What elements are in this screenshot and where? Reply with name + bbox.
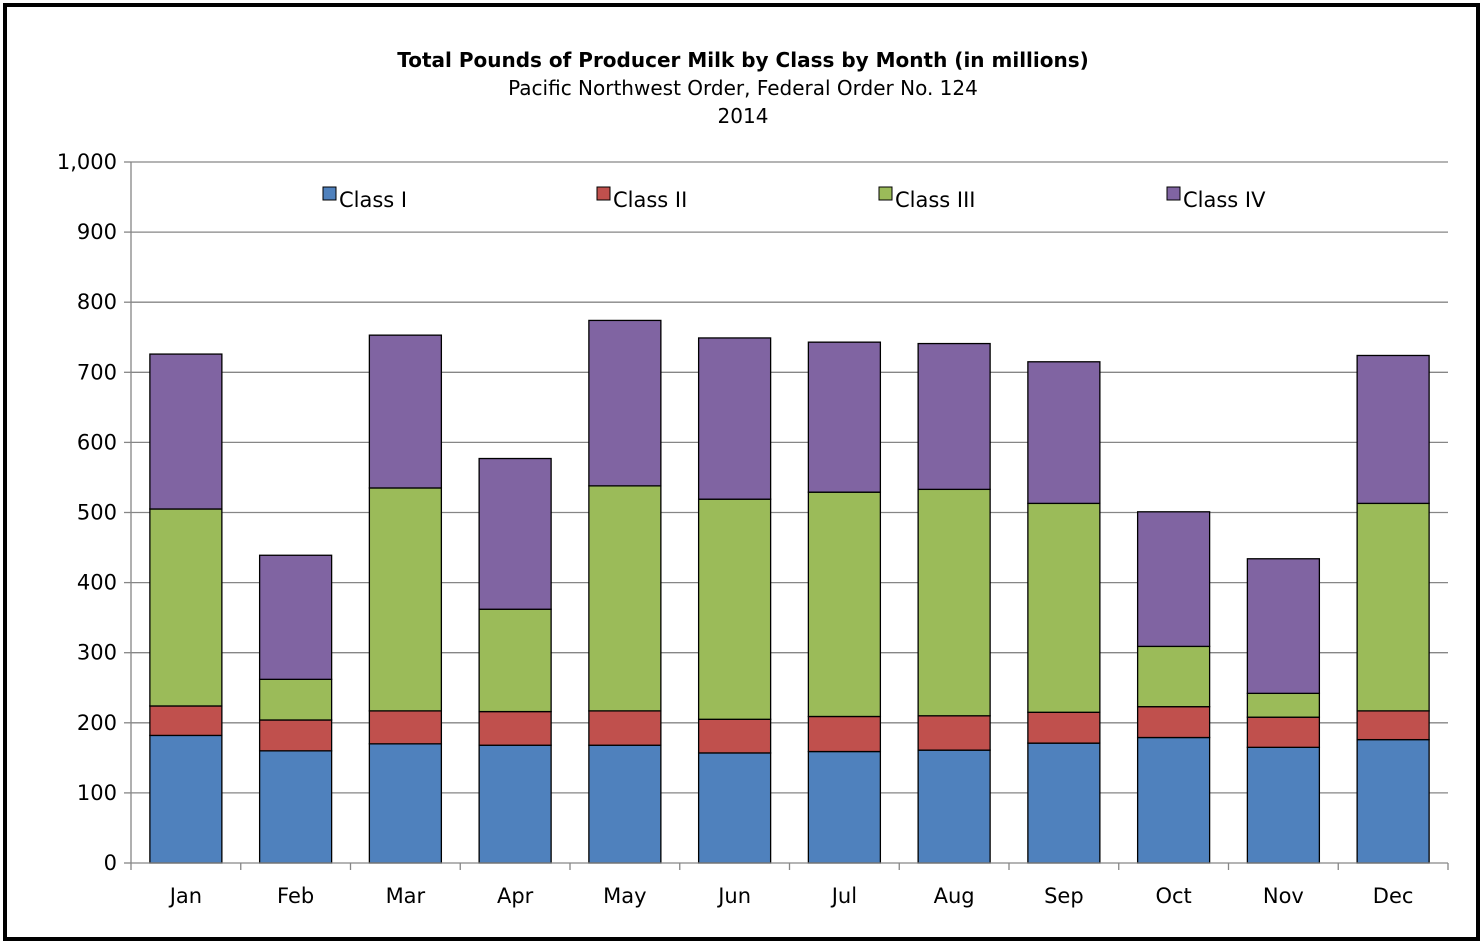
bar-segment	[1246, 716, 1321, 748]
chart-subtitle: Pacific Northwest Order, Federal Order N…	[508, 76, 978, 100]
bar-segment	[807, 491, 882, 718]
y-tick-label: 400	[77, 571, 117, 595]
bar-segment	[368, 334, 443, 489]
bar-segment	[149, 705, 223, 737]
bar-segment	[1027, 711, 1101, 744]
bar-segment	[1027, 502, 1101, 713]
legend-swatch	[322, 186, 337, 201]
bar-segment	[1136, 511, 1211, 648]
bar-segment	[807, 341, 882, 493]
x-tick-label: Sep	[1044, 884, 1084, 908]
bar-segment	[1246, 692, 1321, 718]
y-tick-label: 800	[77, 290, 117, 314]
legend-label: Class II	[613, 188, 687, 212]
bar-segment	[478, 710, 552, 746]
x-tick-label: Feb	[277, 884, 314, 908]
bar-segment	[697, 718, 772, 754]
legend-label: Class IV	[1183, 188, 1266, 212]
bar-segment	[807, 715, 882, 753]
bar-segment	[258, 750, 333, 864]
bar-segment	[1246, 746, 1321, 864]
y-tick-label: 200	[77, 711, 117, 735]
y-tick-label: 100	[77, 781, 117, 805]
x-tick-label: Jun	[716, 884, 751, 908]
chart-title: Total Pounds of Producer Milk by Class b…	[397, 48, 1089, 72]
bar-segment	[478, 744, 552, 864]
bar-segment	[697, 498, 772, 720]
bars-layer	[149, 319, 1430, 864]
bar-segment	[368, 487, 443, 712]
bar-segment	[1356, 502, 1430, 712]
legend-label: Class III	[895, 188, 976, 212]
bar-segment	[1136, 706, 1211, 739]
y-tick-label: 700	[77, 360, 117, 384]
bar-segment	[258, 678, 333, 721]
x-tick-label: Jan	[168, 884, 202, 908]
bar-segment	[1356, 710, 1430, 741]
bar-segment	[1027, 361, 1101, 505]
x-tick-label: Aug	[934, 884, 975, 908]
y-tick-label: 900	[77, 220, 117, 244]
bar-segment	[588, 710, 662, 746]
bar-segment	[697, 752, 772, 864]
bar-segment	[258, 554, 333, 680]
bar-segment	[1356, 354, 1430, 505]
bar-segment	[917, 715, 991, 751]
bar-segment	[478, 457, 552, 610]
bar-segment	[368, 710, 443, 745]
bar-segment	[478, 608, 552, 713]
bar-segment	[588, 319, 662, 487]
bar-segment	[917, 488, 991, 717]
legend-swatch	[878, 186, 893, 201]
bar-segment	[588, 744, 662, 864]
x-tick-label: Oct	[1155, 884, 1191, 908]
legend: Class I Class II Class III Class IV	[322, 186, 1266, 212]
bar-segment	[917, 342, 991, 491]
legend-swatch	[1166, 186, 1181, 201]
y-tick-label: 600	[77, 430, 117, 454]
bar-segment	[149, 734, 223, 864]
chart-svg: Total Pounds of Producer Milk by Class b…	[57, 48, 1449, 908]
chart-frame: Total Pounds of Producer Milk by Class b…	[3, 3, 1480, 941]
y-tick-label: 1,000	[57, 150, 117, 174]
bar-segment	[1246, 558, 1321, 695]
bar-segment	[258, 719, 333, 752]
chart-subtitle-year: 2014	[718, 104, 769, 128]
x-tick-label: Jul	[830, 884, 857, 908]
legend-label: Class I	[339, 188, 407, 212]
bar-segment	[149, 353, 223, 510]
bar-segment	[1136, 736, 1211, 864]
legend-swatch	[596, 186, 611, 201]
x-tick-label: Dec	[1373, 884, 1414, 908]
axes-layer: 0 100 200 300 400 500 600 700 800 900 1,000 Jan Feb M…	[57, 150, 1449, 908]
bar-segment	[917, 749, 991, 864]
y-tick-label: 0	[104, 851, 117, 875]
x-tick-label: Apr	[497, 884, 534, 908]
grid-layer	[131, 161, 1448, 794]
bar-segment	[807, 750, 882, 864]
bar-segment	[1136, 645, 1211, 708]
y-tick-label: 300	[77, 641, 117, 665]
y-tick-label: 500	[77, 501, 117, 525]
bar-segment	[368, 743, 443, 864]
bar-segment	[697, 337, 772, 500]
bar-segment	[149, 508, 223, 707]
bar-segment	[1027, 742, 1101, 864]
x-tick-label: Nov	[1263, 884, 1304, 908]
x-tick-label: Mar	[386, 884, 426, 908]
bar-segment	[588, 485, 662, 712]
bar-segment	[1356, 738, 1430, 864]
x-tick-label: May	[603, 884, 646, 908]
